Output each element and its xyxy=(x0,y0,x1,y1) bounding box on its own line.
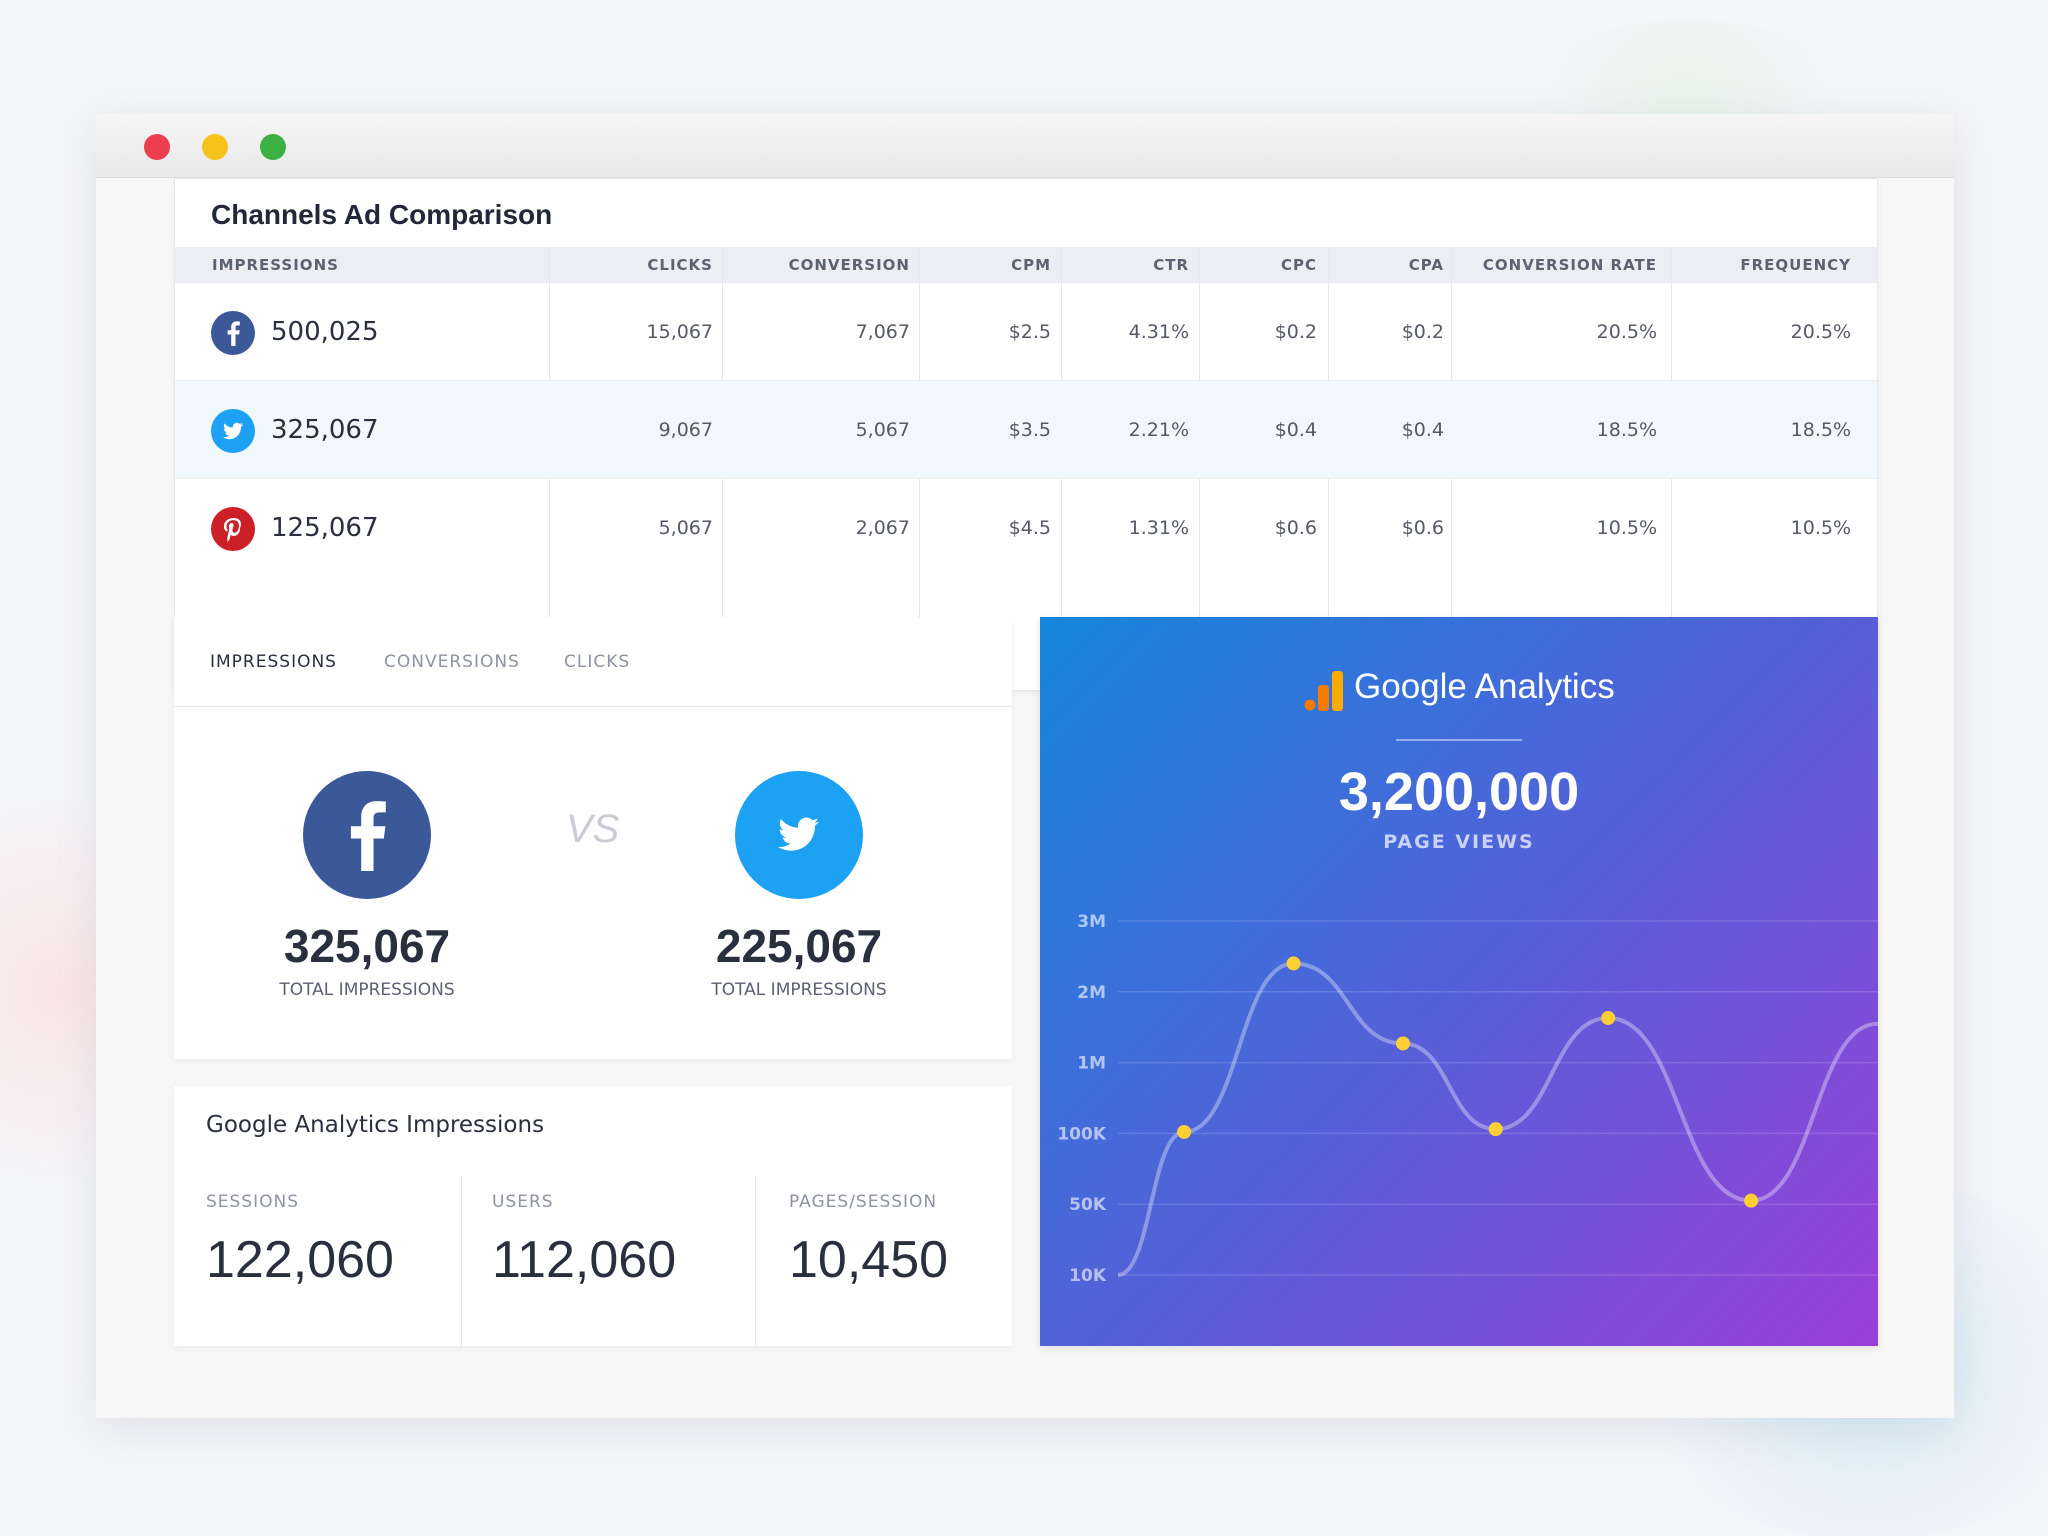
brand-name: Google Analytics xyxy=(1354,667,1615,706)
column-header-frequency[interactable]: FREQUENCY xyxy=(1740,256,1851,274)
table-header: IMPRESSIONS CLICKS CONVERSION CPM CTR CP… xyxy=(175,247,1877,283)
column-header-cpc[interactable]: CPC xyxy=(1280,256,1317,274)
cpa-cell: $0.2 xyxy=(1401,321,1444,343)
minimize-window-button[interactable] xyxy=(202,134,228,160)
cpc-cell: $0.4 xyxy=(1274,419,1317,441)
y-tick-label: 3M xyxy=(1077,912,1106,932)
stat-label: PAGES/SESSION xyxy=(789,1192,938,1212)
frequency-cell: 20.5% xyxy=(1790,321,1851,343)
impressions-value: 325,067 xyxy=(271,415,379,445)
ctr-cell: 2.21% xyxy=(1128,419,1189,441)
column-header-conversion[interactable]: CONVERSION xyxy=(788,256,910,274)
cpm-cell: $4.5 xyxy=(1008,517,1051,539)
conversion-cell: 7,067 xyxy=(855,321,910,343)
card-title: Google Analytics Impressions xyxy=(206,1112,545,1138)
y-tick-label: 2M xyxy=(1077,983,1106,1003)
column-header-ctr[interactable]: CTR xyxy=(1153,256,1189,274)
stat-value: 122,060 xyxy=(206,1231,394,1289)
column-header-clicks[interactable]: CLICKS xyxy=(647,256,713,274)
y-tick-label: 1M xyxy=(1077,1054,1106,1074)
cpc-cell: $0.6 xyxy=(1274,517,1317,539)
stat-value: 112,060 xyxy=(492,1231,677,1289)
data-point[interactable] xyxy=(1286,956,1301,971)
cpa-cell: $0.6 xyxy=(1401,517,1444,539)
y-tick-label: 100K xyxy=(1057,1124,1106,1144)
column-header-cpm[interactable]: CPM xyxy=(1011,256,1051,274)
maximize-window-button[interactable] xyxy=(260,134,286,160)
clicks-cell: 9,067 xyxy=(658,419,713,441)
conversion-rate-cell: 20.5% xyxy=(1596,321,1657,343)
frequency-cell: 18.5% xyxy=(1790,419,1851,441)
column-header-conversion-rate[interactable]: CONVERSION RATE xyxy=(1482,256,1657,274)
tab-impressions[interactable]: IMPRESSIONS xyxy=(210,652,337,672)
facebook-impressions-label: TOTAL IMPRESSIONS xyxy=(279,980,455,1000)
twitter-total-impressions: 225,067 xyxy=(715,920,883,972)
page-views-label: PAGE VIEWS xyxy=(1383,831,1535,853)
conversion-rate-cell: 18.5% xyxy=(1596,419,1657,441)
tab-clicks[interactable]: CLICKS xyxy=(564,652,631,672)
page-views-total: 3,200,000 xyxy=(1338,762,1580,822)
vs-label: VS xyxy=(566,807,620,851)
divider xyxy=(1396,739,1522,741)
impressions-value: 125,067 xyxy=(271,513,379,543)
facebook-total-impressions: 325,067 xyxy=(283,920,451,972)
ctr-cell: 1.31% xyxy=(1128,517,1189,539)
tab-conversions[interactable]: CONVERSIONS xyxy=(384,652,520,672)
data-point[interactable] xyxy=(1601,1010,1616,1025)
conversion-cell: 5,067 xyxy=(855,419,910,441)
frequency-cell: 10.5% xyxy=(1790,517,1851,539)
clicks-cell: 15,067 xyxy=(646,321,713,343)
cpm-cell: $3.5 xyxy=(1008,419,1051,441)
table-row[interactable]: 325,067 9,067 5,067 $3.5 2.21% $0.4 $0.4… xyxy=(175,381,1877,479)
twitter-icon xyxy=(735,771,863,899)
ga-impressions-card: Google Analytics Impressions SESSIONS 12… xyxy=(174,1086,1012,1346)
data-point[interactable] xyxy=(1396,1036,1410,1051)
card-title: Channels Ad Comparison xyxy=(211,199,553,230)
facebook-icon xyxy=(211,311,255,355)
clicks-cell: 5,067 xyxy=(658,517,713,539)
close-window-button[interactable] xyxy=(144,134,170,160)
impressions-comparison-card: IMPRESSIONS CONVERSIONS CLICKS VS 325,06… xyxy=(174,617,1012,1059)
ctr-cell: 4.31% xyxy=(1128,321,1189,343)
table-row[interactable]: 125,067 5,067 2,067 $4.5 1.31% $0.6 $0.6… xyxy=(175,479,1877,577)
stat-label: SESSIONS xyxy=(206,1192,300,1212)
column-header-impressions[interactable]: IMPRESSIONS xyxy=(212,256,339,274)
twitter-impressions-label: TOTAL IMPRESSIONS xyxy=(711,980,887,1000)
browser-window: Channels Ad Comparison IMPRESSIONS CLICK… xyxy=(96,114,1954,1418)
conversion-cell: 2,067 xyxy=(855,517,910,539)
stat-divider xyxy=(461,1176,462,1346)
stat-divider xyxy=(755,1176,756,1346)
page-views-series-line xyxy=(1117,961,1878,1277)
stat-value: 10,450 xyxy=(789,1231,949,1289)
window-titlebar xyxy=(96,114,1954,178)
pinterest-icon xyxy=(211,507,255,551)
google-analytics-panel: Google Analytics 3,200,000 PAGE VIEWS 3M… xyxy=(1040,617,1878,1346)
google-analytics-logo-icon xyxy=(1304,671,1343,711)
table-row[interactable]: 500,025 15,067 7,067 $2.5 4.31% $0.2 $0.… xyxy=(175,283,1877,381)
page-views-line-chart: 3M 2M 1M 100K 50K 10K xyxy=(1057,912,1878,1286)
cpc-cell: $0.2 xyxy=(1274,321,1317,343)
column-header-cpa[interactable]: CPA xyxy=(1408,256,1444,274)
metric-tabs: IMPRESSIONS CONVERSIONS CLICKS xyxy=(174,617,1012,707)
y-tick-label: 50K xyxy=(1069,1195,1107,1215)
twitter-icon xyxy=(211,409,255,453)
data-point[interactable] xyxy=(1744,1193,1759,1208)
y-tick-label: 10K xyxy=(1069,1266,1107,1286)
cpa-cell: $0.4 xyxy=(1401,419,1444,441)
impressions-value: 500,025 xyxy=(271,317,379,347)
channels-comparison-card: Channels Ad Comparison IMPRESSIONS CLICK… xyxy=(174,178,1878,692)
conversion-rate-cell: 10.5% xyxy=(1596,517,1657,539)
data-point[interactable] xyxy=(1488,1122,1503,1137)
stat-label: USERS xyxy=(492,1192,554,1212)
cpm-cell: $2.5 xyxy=(1008,321,1051,343)
facebook-icon xyxy=(303,771,431,899)
data-point[interactable] xyxy=(1177,1124,1192,1139)
